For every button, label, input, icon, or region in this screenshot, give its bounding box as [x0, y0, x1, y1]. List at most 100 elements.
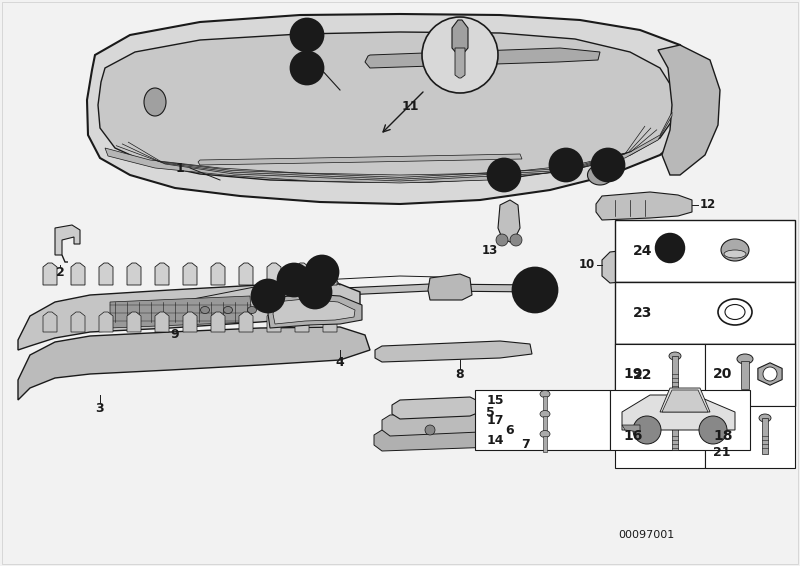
Bar: [672, 418, 678, 450]
Text: 21: 21: [306, 285, 325, 299]
Circle shape: [488, 159, 520, 191]
Circle shape: [633, 416, 661, 444]
Text: 16: 16: [623, 429, 642, 443]
Bar: [543, 436, 547, 452]
Text: 6: 6: [506, 423, 514, 436]
Text: 21: 21: [713, 445, 730, 458]
Polygon shape: [596, 192, 692, 220]
Text: 18: 18: [713, 429, 733, 443]
Text: 17: 17: [523, 281, 546, 299]
Text: 2: 2: [56, 265, 64, 278]
Text: 7: 7: [521, 439, 530, 452]
Polygon shape: [71, 312, 85, 332]
Text: 14: 14: [494, 168, 514, 182]
Polygon shape: [239, 312, 253, 332]
Ellipse shape: [540, 431, 550, 438]
Polygon shape: [43, 263, 57, 285]
Polygon shape: [127, 312, 141, 332]
Ellipse shape: [201, 307, 210, 314]
Circle shape: [699, 416, 727, 444]
Polygon shape: [375, 341, 532, 362]
Polygon shape: [211, 312, 225, 332]
Text: 20: 20: [713, 367, 732, 381]
Circle shape: [306, 256, 338, 288]
Circle shape: [592, 149, 624, 181]
Text: 19: 19: [623, 367, 642, 381]
Bar: [741, 361, 749, 389]
Ellipse shape: [724, 250, 746, 258]
Polygon shape: [428, 274, 472, 300]
Polygon shape: [267, 312, 281, 332]
Polygon shape: [155, 312, 169, 332]
Bar: [705, 344, 795, 406]
Polygon shape: [198, 154, 522, 165]
Ellipse shape: [669, 352, 681, 360]
Text: 10: 10: [578, 259, 595, 272]
Circle shape: [496, 234, 508, 246]
Polygon shape: [98, 32, 675, 182]
Text: 14: 14: [487, 434, 505, 447]
Ellipse shape: [540, 391, 550, 397]
Bar: [672, 356, 678, 388]
Text: 13: 13: [482, 243, 498, 256]
Text: 23: 23: [312, 265, 332, 279]
Bar: [615, 344, 795, 406]
Polygon shape: [183, 263, 197, 285]
Ellipse shape: [669, 414, 681, 422]
Circle shape: [510, 234, 522, 246]
Circle shape: [291, 52, 323, 84]
Bar: [615, 282, 795, 344]
Text: 22: 22: [633, 368, 653, 382]
Polygon shape: [55, 225, 80, 255]
Polygon shape: [105, 112, 672, 183]
Polygon shape: [658, 45, 720, 175]
Ellipse shape: [144, 88, 166, 116]
Polygon shape: [392, 397, 480, 419]
Bar: [610, 390, 750, 450]
Polygon shape: [99, 312, 113, 332]
Text: 24: 24: [633, 244, 653, 258]
Polygon shape: [374, 426, 510, 451]
Text: 18: 18: [662, 242, 678, 255]
Circle shape: [252, 280, 284, 312]
Polygon shape: [622, 425, 640, 432]
Ellipse shape: [540, 410, 550, 418]
Text: 15: 15: [556, 158, 576, 172]
Text: 1: 1: [176, 161, 184, 174]
Polygon shape: [758, 363, 782, 385]
Polygon shape: [323, 263, 337, 285]
Text: 8: 8: [456, 367, 464, 380]
Bar: [615, 406, 705, 468]
Polygon shape: [382, 412, 495, 436]
Bar: [543, 396, 547, 412]
Text: 22: 22: [284, 273, 304, 287]
Text: 24: 24: [258, 289, 278, 303]
Text: 23: 23: [633, 306, 652, 320]
Ellipse shape: [759, 414, 771, 422]
Polygon shape: [127, 263, 141, 285]
Text: 17: 17: [487, 414, 505, 427]
Ellipse shape: [247, 307, 257, 314]
Polygon shape: [295, 263, 309, 285]
Polygon shape: [87, 14, 700, 204]
Polygon shape: [267, 263, 281, 285]
Circle shape: [422, 17, 498, 93]
Polygon shape: [452, 20, 468, 55]
Polygon shape: [498, 200, 520, 242]
Polygon shape: [295, 312, 309, 332]
Text: 4: 4: [336, 355, 344, 368]
Polygon shape: [18, 284, 360, 350]
Polygon shape: [455, 48, 465, 78]
Ellipse shape: [587, 165, 613, 185]
Circle shape: [299, 276, 331, 308]
Ellipse shape: [223, 307, 233, 314]
Text: 3: 3: [96, 401, 104, 414]
Polygon shape: [323, 312, 337, 332]
Circle shape: [278, 264, 310, 296]
Text: 15: 15: [487, 393, 505, 406]
Circle shape: [763, 367, 777, 381]
Text: 00097001: 00097001: [618, 530, 674, 540]
Ellipse shape: [721, 239, 749, 261]
Polygon shape: [211, 263, 225, 285]
Bar: [543, 416, 547, 432]
